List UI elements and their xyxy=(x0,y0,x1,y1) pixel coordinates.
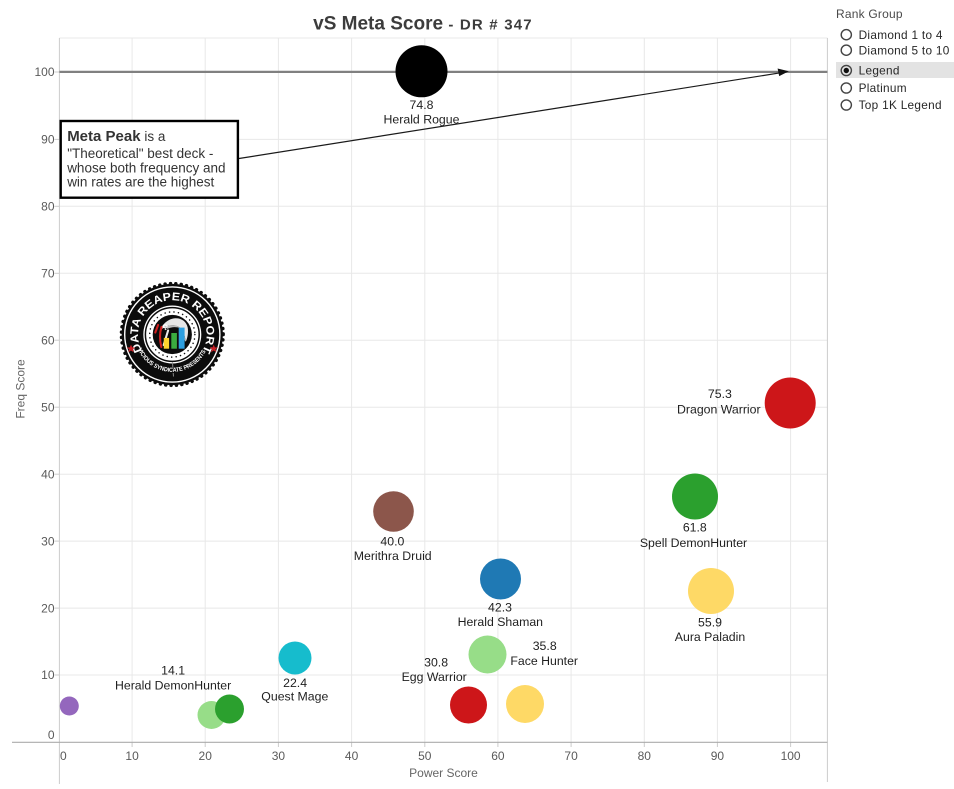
svg-text:74.8: 74.8 xyxy=(410,98,434,112)
svg-text:80: 80 xyxy=(638,749,652,763)
svg-text:30.8: 30.8 xyxy=(424,656,448,670)
svg-text:0: 0 xyxy=(48,728,55,742)
svg-text:win rates are the highest: win rates are the highest xyxy=(66,175,214,190)
svg-text:Egg Warrior: Egg Warrior xyxy=(402,670,467,684)
svg-text:50: 50 xyxy=(418,749,432,763)
svg-text:14.1: 14.1 xyxy=(161,663,185,677)
svg-text:Legend: Legend xyxy=(859,64,900,78)
svg-text:Power Score: Power Score xyxy=(409,766,478,780)
svg-text:40: 40 xyxy=(345,749,359,763)
svg-text:50: 50 xyxy=(41,400,55,414)
svg-text:Herald Shaman: Herald Shaman xyxy=(458,615,544,629)
svg-text:0: 0 xyxy=(60,749,67,763)
svg-text:100: 100 xyxy=(34,65,54,79)
svg-text:10: 10 xyxy=(125,749,139,763)
svg-text:42.3: 42.3 xyxy=(488,601,512,615)
svg-text:75.3: 75.3 xyxy=(708,387,732,401)
svg-text:Dragon Warrior: Dragon Warrior xyxy=(677,403,761,417)
svg-text:Herald Rogue: Herald Rogue xyxy=(384,113,460,127)
svg-text:61.8: 61.8 xyxy=(683,520,707,534)
svg-text:40: 40 xyxy=(41,467,55,481)
svg-text:Aura Paladin: Aura Paladin xyxy=(675,630,746,644)
svg-text:Merithra Druid: Merithra Druid xyxy=(354,549,432,563)
svg-text:whose both frequency and: whose both frequency and xyxy=(66,160,225,175)
svg-text:60: 60 xyxy=(41,333,55,347)
svg-text:Diamond 5 to 10: Diamond 5 to 10 xyxy=(859,43,950,57)
svg-text:Quest Mage: Quest Mage xyxy=(261,690,328,704)
svg-text:22.4: 22.4 xyxy=(283,676,307,690)
svg-text:40.0: 40.0 xyxy=(380,535,404,549)
svg-text:90: 90 xyxy=(41,133,55,147)
svg-text:Face Hunter: Face Hunter xyxy=(510,654,578,668)
svg-text:10: 10 xyxy=(41,668,55,682)
svg-text:vS Meta Score - DR # 347: vS Meta Score - DR # 347 xyxy=(313,14,533,35)
svg-text:Herald DemonHunter: Herald DemonHunter xyxy=(115,679,231,693)
svg-text:Spell DemonHunter: Spell DemonHunter xyxy=(640,536,747,550)
svg-text:90: 90 xyxy=(711,749,725,763)
svg-text:70: 70 xyxy=(564,749,578,763)
svg-text:80: 80 xyxy=(41,200,55,214)
svg-text:20: 20 xyxy=(199,749,213,763)
svg-text:30: 30 xyxy=(41,534,55,548)
svg-text:55.9: 55.9 xyxy=(698,615,722,629)
svg-text:30: 30 xyxy=(272,749,286,763)
svg-text:Meta Peak is a: Meta Peak is a xyxy=(67,128,166,145)
svg-text:Platinum: Platinum xyxy=(859,81,907,95)
svg-text:70: 70 xyxy=(41,267,55,281)
svg-text:Top 1K Legend: Top 1K Legend xyxy=(859,98,942,112)
svg-text:"Theoretical" best deck -: "Theoretical" best deck - xyxy=(67,146,213,161)
svg-text:100: 100 xyxy=(781,749,801,763)
svg-text:Diamond 1 to 4: Diamond 1 to 4 xyxy=(859,28,943,42)
svg-text:35.8: 35.8 xyxy=(533,639,557,653)
svg-text:Freq Score: Freq Score xyxy=(13,359,27,419)
svg-text:20: 20 xyxy=(41,601,55,615)
svg-text:60: 60 xyxy=(491,749,505,763)
svg-text:Rank Group: Rank Group xyxy=(836,7,903,21)
